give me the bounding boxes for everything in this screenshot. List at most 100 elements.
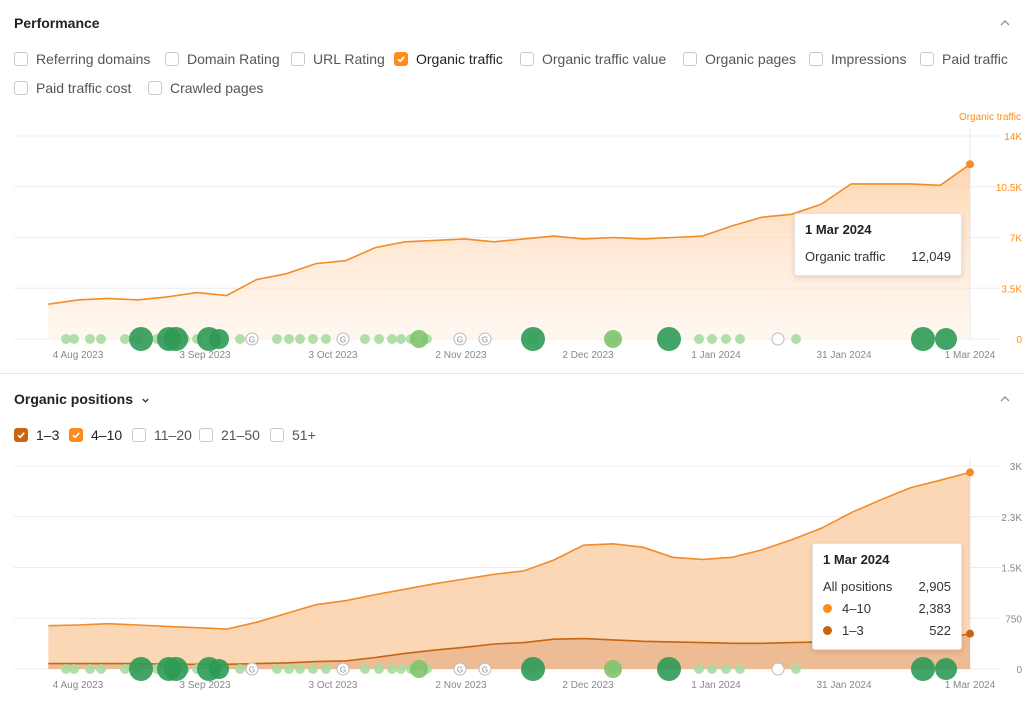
checkbox-label: URL Rating	[313, 51, 385, 67]
x-tick-label: 1 Mar 2024	[945, 350, 996, 361]
checkbox-crawled-pages[interactable]: Crawled pages	[148, 79, 263, 97]
y-tick-label: 3.5K	[1001, 284, 1022, 295]
checkbox-unchecked-icon[interactable]	[14, 81, 28, 95]
x-tick-label: 2 Dec 2023	[562, 350, 614, 361]
checkbox-unchecked-icon[interactable]	[14, 52, 28, 66]
checkbox-organic-traffic-value[interactable]: Organic traffic value	[520, 50, 666, 68]
checkbox-label: 51+	[292, 427, 316, 443]
tooltip-row-label: All positions	[823, 578, 893, 594]
checkbox-label: Crawled pages	[170, 80, 264, 96]
google-update-icon	[336, 662, 350, 676]
annotation-marker-large	[209, 659, 229, 679]
google-update-icon	[245, 332, 259, 346]
google-update-icon	[453, 332, 467, 346]
series-dot-icon	[823, 603, 832, 613]
annotation-marker	[396, 664, 406, 674]
checkbox-unchecked-icon[interactable]	[809, 52, 823, 66]
annotation-marker	[791, 334, 801, 344]
x-tick-label: 2 Dec 2023	[562, 680, 614, 691]
annotation-marker-large	[911, 657, 935, 681]
checkbox-organic-traffic[interactable]: Organic traffic	[394, 50, 503, 68]
checkbox-11-20[interactable]: 11–20	[132, 426, 192, 444]
checkbox-unchecked-icon[interactable]	[270, 428, 284, 442]
checkbox-paid-traffic-cost[interactable]: Paid traffic cost	[14, 79, 131, 97]
annotation-marker	[387, 334, 397, 344]
x-tick-label: 4 Aug 2023	[53, 680, 104, 691]
annotation-marker	[272, 334, 282, 344]
checkbox-unchecked-icon[interactable]	[683, 52, 697, 66]
annotation-marker	[735, 664, 745, 674]
annotation-marker	[694, 664, 704, 674]
x-tick-label: 2 Nov 2023	[435, 350, 487, 361]
annotation-marker	[69, 334, 79, 344]
checkbox-unchecked-icon[interactable]	[920, 52, 934, 66]
annotation-marker	[374, 334, 384, 344]
annotation-marker	[308, 664, 318, 674]
annotation-marker	[69, 664, 79, 674]
tooltip-row-value: 522	[929, 622, 951, 638]
annotation-marker	[360, 664, 370, 674]
note-annotation-icon	[771, 332, 785, 346]
annotation-marker-large	[164, 327, 188, 351]
checkbox-unchecked-icon[interactable]	[132, 428, 146, 442]
y-tick-label: 10.5K	[996, 183, 1022, 194]
y-tick-label: 0	[1016, 335, 1022, 346]
positions-tooltip-date: 1 Mar 2024	[823, 552, 890, 567]
annotation-marker	[791, 664, 801, 674]
performance-panel: Performance Referring domains Domain Rati…	[0, 15, 1024, 374]
checkbox-checked-icon[interactable]	[394, 52, 408, 66]
checkbox-domain-rating[interactable]: Domain Rating	[165, 50, 280, 68]
checkbox-unchecked-icon[interactable]	[148, 81, 162, 95]
y-tick-label: 0	[1016, 665, 1022, 676]
positions-4-10-area	[48, 472, 971, 669]
collapse-performance-icon[interactable]	[998, 16, 1012, 30]
y-tick-label: 2.3K	[1001, 513, 1022, 524]
organic-positions-panel: Organic positions 1–3 4–10 11–20 21–50 51+ 3…	[0, 375, 1024, 711]
tooltip-row-label: 4–10	[842, 600, 871, 616]
google-update-icon-glyph: G	[249, 666, 255, 675]
checkbox-label: Paid traffic	[942, 51, 1008, 67]
checkbox-21-50[interactable]: 21–50	[199, 426, 260, 444]
x-tick-label: 3 Sep 2023	[179, 680, 231, 691]
checkbox-label: 1–3	[36, 427, 60, 443]
annotation-marker	[295, 664, 305, 674]
x-tick-label: 3 Oct 2023	[309, 680, 358, 691]
checkbox-referring-domains[interactable]: Referring domains	[14, 50, 150, 68]
annotation-marker-medium	[604, 330, 622, 348]
annotation-marker	[235, 664, 245, 674]
y-tick-label: 3K	[1010, 462, 1023, 473]
annotation-marker	[321, 664, 331, 674]
checkbox-4-10[interactable]: 4–10	[69, 426, 122, 444]
annotation-marker	[85, 664, 95, 674]
checkbox-paid-traffic[interactable]: Paid traffic	[920, 50, 1008, 68]
annotation-marker	[96, 664, 106, 674]
annotation-marker	[120, 664, 130, 674]
collapse-positions-icon[interactable]	[998, 392, 1012, 406]
positions-title-dropdown[interactable]: Organic positions	[14, 391, 150, 407]
google-update-icon-glyph: G	[482, 666, 488, 675]
checkbox-label: Organic traffic value	[542, 51, 667, 67]
annotation-marker	[707, 334, 717, 344]
organic-traffic-area	[48, 164, 971, 339]
checkbox-url-rating[interactable]: URL Rating	[291, 50, 385, 68]
checkbox-unchecked-icon[interactable]	[199, 428, 213, 442]
annotation-marker	[721, 334, 731, 344]
checkbox-unchecked-icon[interactable]	[291, 52, 305, 66]
checkbox-unchecked-icon[interactable]	[520, 52, 534, 66]
checkbox-51[interactable]: 51+	[270, 426, 316, 444]
annotation-marker-large	[129, 327, 153, 351]
annotation-marker	[61, 664, 71, 674]
annotation-marker-medium	[410, 330, 428, 348]
checkbox-impressions[interactable]: Impressions	[809, 50, 906, 68]
checkbox-1-3[interactable]: 1–3	[14, 426, 59, 444]
checkbox-checked-icon[interactable]	[69, 428, 83, 442]
note-annotation-icon	[771, 662, 785, 676]
annotation-marker	[360, 334, 370, 344]
organic-positions-chart: 3K 2.3K 1.5K 750 0 4 Aug 2023 3 Sep 2023 3 Oct …	[14, 458, 1023, 691]
annotation-marker	[374, 664, 384, 674]
annotation-marker	[295, 334, 305, 344]
checkbox-organic-pages[interactable]: Organic pages	[683, 50, 796, 68]
checkbox-checked-icon[interactable]	[14, 428, 28, 442]
annotation-marker	[284, 664, 294, 674]
checkbox-unchecked-icon[interactable]	[165, 52, 179, 66]
